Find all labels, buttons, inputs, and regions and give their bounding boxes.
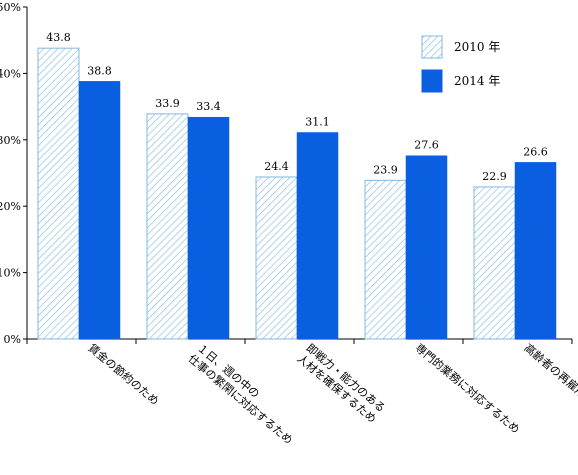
- legend-label: 2014 年: [454, 74, 500, 88]
- bar-series-2-3: [296, 132, 339, 340]
- data-label: 26.6: [523, 145, 548, 158]
- data-label: 43.8: [46, 31, 71, 44]
- x-tick-label: １日、週の中の仕事の繁閑に対応するため: [186, 341, 304, 447]
- data-label: 33.9: [155, 97, 180, 110]
- x-tick-label: 即戦力・能力のある人材を確保するため: [295, 341, 389, 426]
- bar-series-2-2: [187, 116, 230, 340]
- y-tick-label: 0%: [4, 333, 21, 346]
- bar-series-1-1: [37, 47, 80, 340]
- data-label: 33.4: [196, 100, 221, 113]
- data-label: 27.6: [414, 139, 439, 152]
- data-label: 22.9: [482, 170, 507, 183]
- legend-swatch: [421, 69, 443, 93]
- x-tick-label-line: 仕事の繁閑に対応するため: [186, 351, 296, 447]
- legend-label: 2010 年: [454, 40, 500, 54]
- data-label: 23.9: [373, 163, 398, 176]
- legend-swatch: [421, 35, 443, 59]
- x-tick-label: 専門的業務に対応するため: [413, 341, 523, 437]
- x-tick-label-line: 専門的業務に対応するため: [413, 341, 523, 437]
- bar-series-2-4: [405, 155, 448, 340]
- y-tick-label: 50%: [0, 1, 21, 14]
- data-label: 38.8: [87, 64, 112, 77]
- y-tick-label: 20%: [0, 200, 21, 213]
- data-label: 24.4: [264, 160, 289, 173]
- bar-series-1-2: [146, 113, 189, 340]
- bar-series-1-3: [255, 176, 298, 340]
- y-tick-label: 30%: [0, 134, 21, 147]
- plot-area: 0% 10% 20% 30% 40% 50% 43.8 33.9 24.4 23.9 22.9 38.…: [0, 1, 578, 447]
- x-tick-label-line: 高齢者の再雇用対策のため: [522, 341, 578, 437]
- x-tick-label-line: 賃金の節約のため: [86, 341, 162, 408]
- y-tick-label: 10%: [0, 267, 21, 280]
- bar-series-2-1: [78, 81, 121, 340]
- data-label: 31.1: [305, 115, 330, 128]
- x-tick-label: 賃金の節約のため: [86, 341, 162, 408]
- x-tick-label: 高齢者の再雇用対策のため: [522, 341, 578, 437]
- bar-series-1-5: [473, 186, 516, 340]
- bar-series-2-5: [514, 162, 557, 340]
- y-tick-label: 40%: [0, 67, 21, 80]
- bar-series-1-4: [364, 179, 407, 340]
